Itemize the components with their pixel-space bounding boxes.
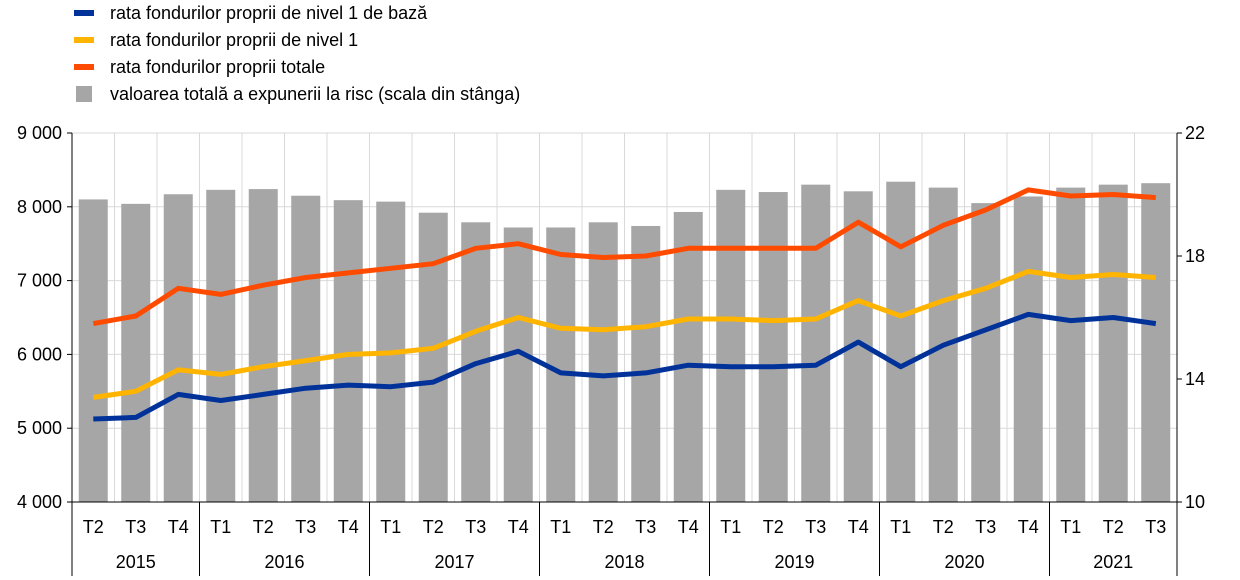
x-tick-label: T4 <box>848 517 869 537</box>
bar-exposure <box>801 184 831 502</box>
x-tick-label: T2 <box>763 517 784 537</box>
left-tick-label: 8 000 <box>17 197 62 217</box>
year-label: 2016 <box>264 552 304 572</box>
bar-exposure <box>1141 183 1171 502</box>
left-tick-label: 6 000 <box>17 344 62 364</box>
year-label: 2017 <box>434 552 474 572</box>
bar-exposure <box>758 192 788 503</box>
bar-exposure <box>886 181 916 502</box>
x-tick-label: T3 <box>1145 517 1166 537</box>
series-line-cet1 <box>93 311 1157 422</box>
bar-exposure <box>1056 187 1086 502</box>
bar-exposure <box>673 211 703 502</box>
x-tick-label: T4 <box>678 517 699 537</box>
x-tick-label: T4 <box>338 517 359 537</box>
legend-label-cet1: rata fondurilor proprii de nivel 1 de ba… <box>110 3 428 23</box>
x-tick-label: T3 <box>295 517 316 537</box>
series-line-tier1 <box>92 268 1156 400</box>
year-label: 2021 <box>1093 552 1133 572</box>
x-tick-label: T1 <box>890 517 911 537</box>
x-tick-label: T1 <box>1060 517 1081 537</box>
x-tick-label: T4 <box>508 517 529 537</box>
legend-label-total: rata fondurilor proprii totale <box>110 57 326 77</box>
year-label: 2018 <box>604 552 644 572</box>
x-tick-label: T2 <box>593 517 614 537</box>
bar-exposure <box>716 189 746 503</box>
x-tick-label: T4 <box>1018 517 1039 537</box>
legend-swatch-cet1 <box>74 10 94 16</box>
right-tick-label: 22 <box>1185 123 1205 143</box>
bar-exposure <box>248 189 278 502</box>
year-label: 2020 <box>944 552 984 572</box>
x-tick-label: T2 <box>253 517 274 537</box>
bar-exposure <box>503 227 533 503</box>
right-tick-label: 10 <box>1185 492 1205 512</box>
bar-exposure <box>588 222 618 502</box>
bar-exposure <box>971 203 1001 503</box>
x-tick-label: T1 <box>210 517 231 537</box>
bar-exposure <box>78 199 108 503</box>
bar-exposure <box>631 225 661 502</box>
series-line-total <box>92 187 1156 327</box>
legend-label-exposure: valoarea totală a expunerii la risc (sca… <box>110 84 521 104</box>
x-tick-label: T2 <box>83 517 104 537</box>
x-tick-label: T2 <box>1103 517 1124 537</box>
bar-exposure <box>1098 184 1128 502</box>
x-tick-label: T3 <box>975 517 996 537</box>
bar-exposure <box>333 200 363 502</box>
x-tick-label: T1 <box>550 517 571 537</box>
year-label: 2019 <box>774 552 814 572</box>
left-tick-label: 7 000 <box>17 271 62 291</box>
legend-swatch-tier1 <box>74 37 94 43</box>
right-tick-label: 18 <box>1185 246 1205 266</box>
right-tick-label: 14 <box>1185 369 1205 389</box>
x-tick-label: T3 <box>465 517 486 537</box>
x-tick-label: T3 <box>635 517 656 537</box>
x-tick-label: T2 <box>423 517 444 537</box>
x-tick-label: T3 <box>805 517 826 537</box>
x-tick-label: T1 <box>720 517 741 537</box>
year-label: 2015 <box>116 552 156 572</box>
bar-exposure <box>291 195 321 503</box>
x-tick-label: T1 <box>380 517 401 537</box>
bar-exposure <box>206 189 236 503</box>
left-tick-label: 9 000 <box>17 123 62 143</box>
legend-swatch-exposure <box>76 86 92 102</box>
x-tick-label: T3 <box>125 517 146 537</box>
x-tick-label: T2 <box>933 517 954 537</box>
bar-exposure <box>1013 196 1043 502</box>
left-tick-label: 5 000 <box>17 418 62 438</box>
left-tick-label: 4 000 <box>17 492 62 512</box>
bar-exposure <box>546 227 576 503</box>
bar-exposure <box>163 194 193 502</box>
x-tick-label: T4 <box>168 517 189 537</box>
legend-swatch-total <box>74 64 94 70</box>
bar-exposure <box>418 212 448 503</box>
bar-exposure <box>121 203 151 502</box>
legend-label-tier1: rata fondurilor proprii de nivel 1 <box>110 30 359 50</box>
